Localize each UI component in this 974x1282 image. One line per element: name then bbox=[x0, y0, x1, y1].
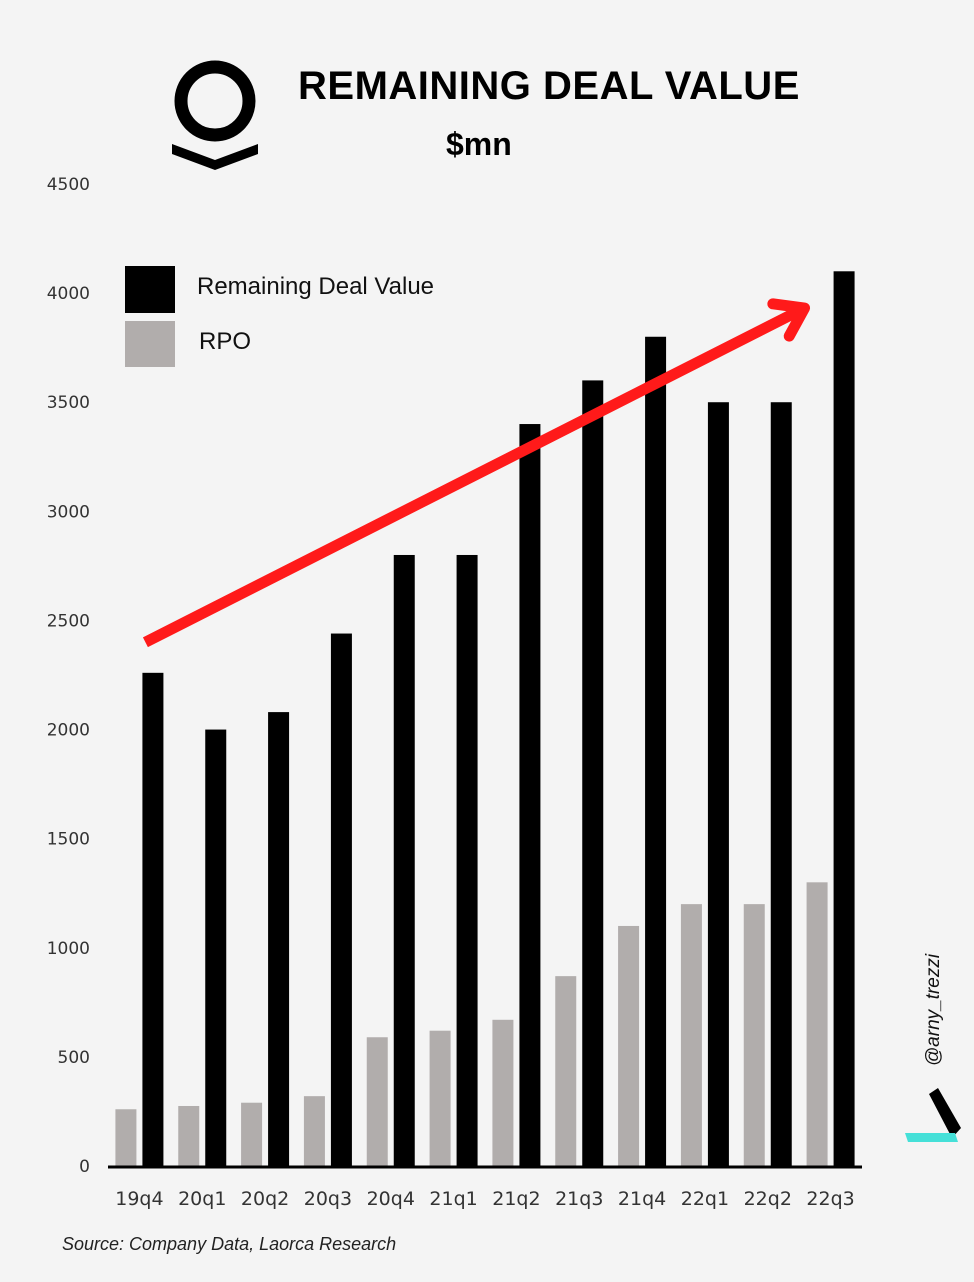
legend-swatch-rpo bbox=[125, 321, 175, 367]
x-tick-label-21q2: 21q2 bbox=[492, 1188, 540, 1210]
trend-arrow bbox=[142, 298, 811, 648]
y-tick-label-500: 500 bbox=[58, 1048, 90, 1068]
bar-rpo-20q4 bbox=[366, 1037, 388, 1166]
y-tick-label-2500: 2500 bbox=[47, 611, 90, 631]
bar-remaining-deal-value-22q1 bbox=[707, 402, 729, 1166]
bar-rpo-21q1 bbox=[429, 1030, 451, 1166]
bar-remaining-deal-value-21q1 bbox=[456, 554, 478, 1166]
bar-rpo-22q2 bbox=[743, 904, 765, 1166]
x-tick-label-20q4: 20q4 bbox=[367, 1188, 415, 1210]
source-note: Source: Company Data, Laorca Research bbox=[62, 1234, 397, 1254]
bar-remaining-deal-value-20q2 bbox=[268, 712, 290, 1166]
bar-remaining-deal-value-21q2 bbox=[519, 424, 541, 1166]
author-handle: @arny_trezzi bbox=[923, 953, 944, 1067]
bar-rpo-21q4 bbox=[618, 925, 640, 1166]
bar-remaining-deal-value-21q3 bbox=[582, 380, 604, 1166]
y-tick-label-1500: 1500 bbox=[47, 830, 90, 850]
x-tick-label-20q3: 20q3 bbox=[304, 1188, 352, 1210]
bar-rpo-22q1 bbox=[680, 904, 702, 1166]
bar-rpo-21q3 bbox=[555, 976, 577, 1166]
bar-rpo-20q1 bbox=[178, 1105, 200, 1166]
x-tick-label-21q1: 21q1 bbox=[429, 1188, 477, 1210]
bar-rpo-22q3 bbox=[806, 882, 828, 1166]
bar-remaining-deal-value-19q4 bbox=[142, 672, 164, 1166]
trend-arrow-shaft bbox=[142, 303, 808, 648]
chart-subtitle: $mn bbox=[446, 126, 512, 162]
bar-remaining-deal-value-20q3 bbox=[330, 633, 352, 1166]
x-tick-label-21q3: 21q3 bbox=[555, 1188, 603, 1210]
bar-remaining-deal-value-21q4 bbox=[645, 336, 667, 1166]
x-tick-label-19q4: 19q4 bbox=[115, 1188, 163, 1210]
trend-arrow-head bbox=[767, 298, 811, 342]
bar-remaining-deal-value-22q3 bbox=[833, 271, 855, 1166]
y-tick-label-4500: 4500 bbox=[47, 175, 90, 195]
legend-swatch-remaining-deal-value bbox=[125, 266, 175, 313]
chart-title: REMAINING DEAL VALUE bbox=[298, 64, 800, 108]
x-tick-label-21q4: 21q4 bbox=[618, 1188, 666, 1210]
bar-rpo-21q2 bbox=[492, 1019, 514, 1166]
y-tick-label-3000: 3000 bbox=[47, 502, 90, 522]
x-tick-label-22q3: 22q3 bbox=[806, 1188, 854, 1210]
y-tick-label-2000: 2000 bbox=[47, 721, 90, 741]
y-tick-label-4000: 4000 bbox=[47, 284, 90, 304]
bar-rpo-19q4 bbox=[115, 1109, 137, 1166]
bar-remaining-deal-value-20q4 bbox=[393, 554, 415, 1166]
legend-label-remaining-deal-value: Remaining Deal Value bbox=[197, 273, 435, 300]
y-tick-label-1000: 1000 bbox=[47, 939, 90, 959]
bar-remaining-deal-value-20q1 bbox=[205, 729, 227, 1166]
brand-mark-icon bbox=[905, 1088, 961, 1142]
x-tick-label-20q1: 20q1 bbox=[178, 1188, 226, 1210]
x-tick-label-22q2: 22q2 bbox=[744, 1188, 792, 1210]
bar-rpo-20q3 bbox=[303, 1096, 325, 1166]
legend-label-rpo: RPO bbox=[199, 328, 252, 355]
bar-rpo-20q2 bbox=[241, 1102, 263, 1166]
y-tick-label-3500: 3500 bbox=[47, 393, 90, 413]
x-tick-label-22q1: 22q1 bbox=[681, 1188, 729, 1210]
x-tick-label-20q2: 20q2 bbox=[241, 1188, 289, 1210]
palantir-logo-icon bbox=[172, 60, 258, 170]
y-tick-label-0: 0 bbox=[79, 1157, 90, 1177]
bar-remaining-deal-value-22q2 bbox=[770, 402, 792, 1166]
